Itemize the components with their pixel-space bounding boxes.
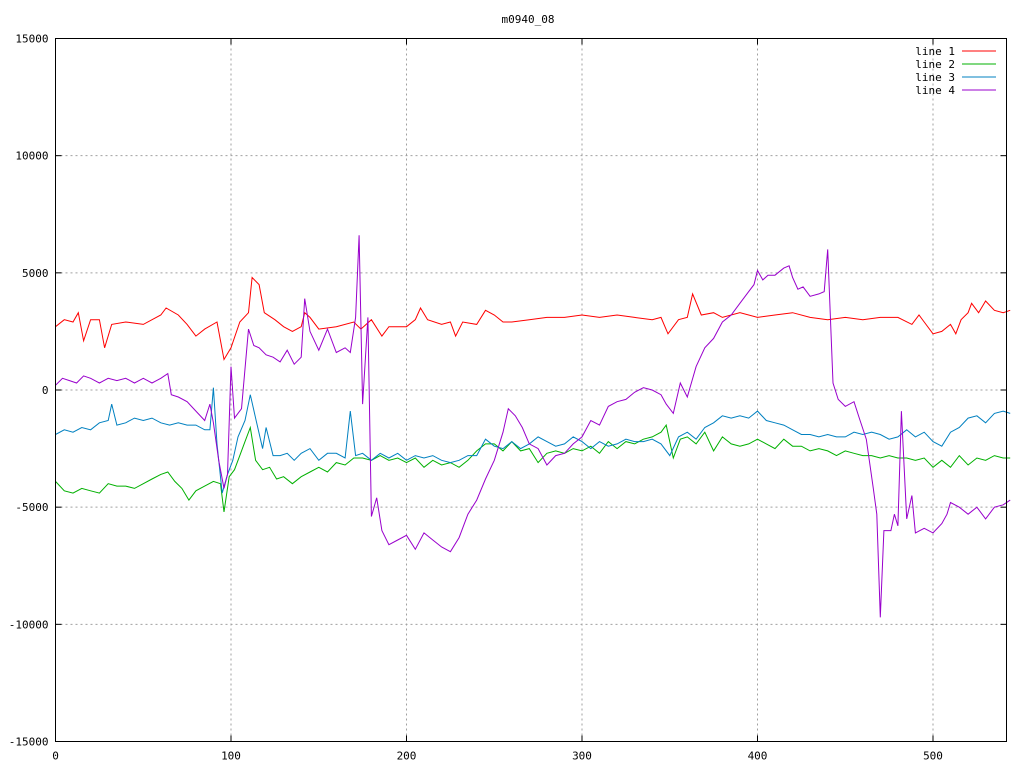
- y-tick-label: 0: [42, 384, 49, 397]
- chart-title: m0940_08: [502, 13, 555, 26]
- legend-label: line 1: [915, 45, 955, 58]
- x-tick-label: 200: [397, 750, 417, 763]
- y-tick-label: -5000: [15, 501, 48, 514]
- gridlines: [55, 38, 1007, 742]
- axis-ticks: 0 100 200 300 400 500 -15000 -10000 -5000 0 5000 10…: [9, 33, 1007, 763]
- series-lines: [55, 235, 1011, 618]
- x-tick-label: 100: [221, 750, 241, 763]
- series-line-3: [55, 387, 1011, 494]
- series-line-2: [55, 423, 1011, 512]
- legend-label: line 2: [915, 58, 955, 71]
- x-tick-label: 0: [52, 750, 59, 763]
- x-tick-label: 400: [748, 750, 768, 763]
- y-tick-label: 5000: [22, 267, 49, 280]
- series-line-1: [55, 276, 1011, 361]
- y-tick-label: -15000: [9, 736, 49, 749]
- x-tick-label: 500: [923, 750, 943, 763]
- y-tick-label: -10000: [9, 618, 49, 631]
- legend-label: line 4: [915, 84, 955, 97]
- series-line-4: [55, 235, 1011, 618]
- x-tick-label: 300: [572, 750, 592, 763]
- y-tick-label: 15000: [15, 33, 48, 46]
- legend-label: line 3: [915, 71, 955, 84]
- y-tick-label: 10000: [15, 150, 48, 163]
